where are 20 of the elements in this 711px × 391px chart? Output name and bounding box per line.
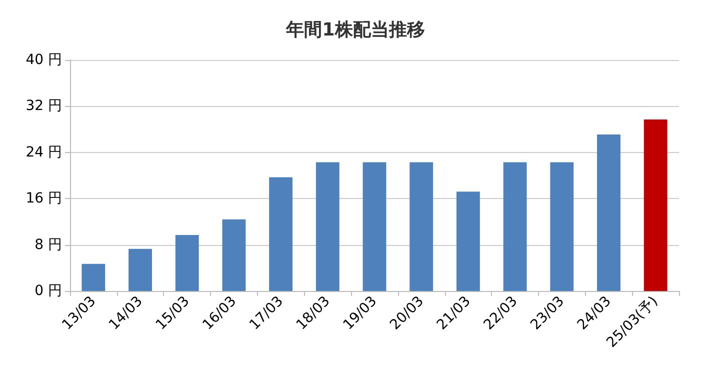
bar (456, 192, 480, 291)
bar (597, 134, 620, 291)
bar (316, 162, 340, 291)
y-tick-label: 24 円 (26, 144, 62, 160)
y-tick-label: 32 円 (26, 98, 62, 114)
bar (644, 119, 668, 291)
chart-title: 年間1株配当推移 (285, 20, 425, 40)
bar (175, 234, 199, 291)
bar (222, 219, 246, 291)
bar (362, 162, 386, 291)
y-tick-label: 16 円 (26, 190, 62, 207)
bar (503, 162, 527, 291)
y-tick-label: 40 円 (26, 52, 62, 68)
bar (128, 248, 152, 291)
bar (410, 162, 434, 291)
bar (550, 162, 574, 291)
y-tick-label: 8 円 (34, 236, 62, 253)
bar (82, 264, 106, 291)
bar (269, 177, 293, 291)
y-tick-label: 0 円 (34, 283, 62, 299)
